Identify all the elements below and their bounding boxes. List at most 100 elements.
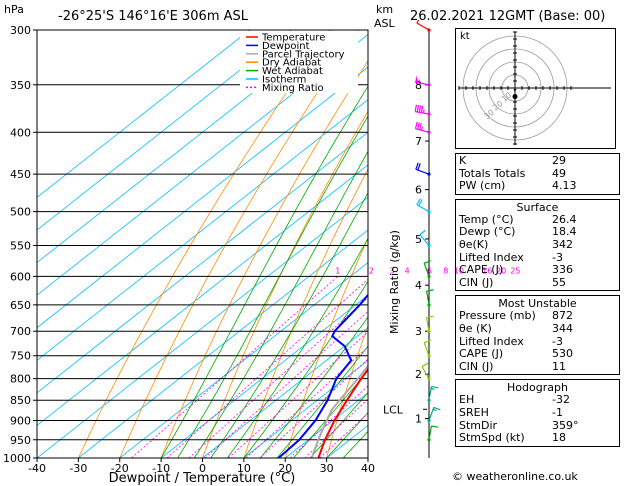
wet-adiabat [276, 345, 368, 458]
isotherm-line [37, 164, 368, 426]
km-tick-label: 3 [415, 325, 422, 338]
wind-barb-feather [419, 229, 426, 236]
datetime-title: 26.02.2021 12GMT (Base: 00) [410, 9, 605, 24]
wind-barb-half-feather [430, 387, 435, 390]
legend-label: Dry Adiabat [262, 58, 321, 69]
most-unstable-row: θe (K) 344 [459, 321, 616, 336]
wind-barb-feather [417, 163, 421, 171]
wind-barb-half-feather [422, 109, 425, 114]
wind-barb-feather [431, 385, 439, 389]
wind-barb-shaft [415, 168, 430, 175]
isotherm-line [37, 196, 368, 458]
wind-barb-shaft [425, 290, 430, 305]
surface-value: -3 [552, 250, 563, 264]
wind-barb-shaft [415, 128, 430, 133]
wet-adiabat [293, 370, 368, 458]
storm-motion-marker [512, 94, 518, 100]
mixing-ratio-line [204, 311, 368, 458]
x-tick-label: -10 [152, 462, 170, 475]
mixing-ratio-line [131, 276, 338, 458]
surface-row: θe(K) 342 [459, 238, 616, 252]
wind-barb-feather [414, 104, 418, 112]
pressure-tick-label: 650 [10, 299, 31, 312]
index-label: K [459, 154, 467, 167]
index-row: Totals Totals 49 [459, 166, 616, 181]
wind-barb [423, 260, 431, 279]
pressure-tick-label: 500 [10, 206, 31, 219]
hodograph-stat-value: -32 [552, 393, 570, 407]
wet-adiabat [260, 316, 368, 458]
surface-label: Dewp (°C) [459, 225, 516, 239]
wind-barb-dot [427, 130, 431, 134]
wind-barb-half-feather [420, 126, 424, 131]
pressure-tick-label: 750 [10, 350, 31, 363]
hodograph-table-title: Hodograph [507, 381, 568, 395]
hodograph-ticks [458, 31, 572, 145]
x-tick-label: 20 [278, 462, 292, 475]
wind-barb [419, 229, 431, 248]
hodograph-table: Hodograph EH -32 SREH -1 StmDir 359° StmSpd (k… [455, 379, 620, 447]
hodograph-unit-label: kt [460, 31, 470, 42]
wind-barb [416, 19, 431, 32]
legend-label: Mixing Ratio [262, 83, 324, 94]
x-tick-label: 0 [199, 462, 206, 475]
wet-adiabat [309, 392, 368, 458]
surface-row: Temp (°C) 26.4 [459, 213, 616, 227]
wind-barb [427, 406, 441, 423]
wind-barbs [414, 19, 441, 442]
x-axis-label: Dewpoint / Temperature (°C) [109, 471, 296, 486]
index-value: 29 [552, 154, 566, 167]
hodograph-stat-row: SREH -1 [459, 405, 616, 420]
pressure-tick-label: 350 [10, 79, 31, 92]
surface-row: Lifted Index -3 [459, 250, 616, 265]
km-tick-label: 7 [415, 135, 422, 148]
wet-adiabat [177, 115, 368, 458]
wind-barb-dot [427, 398, 431, 402]
x-tick-label: -30 [69, 462, 87, 475]
mixing-ratio-line [228, 331, 368, 458]
plot-frame [36, 29, 369, 459]
hodograph-stat-value: -1 [552, 405, 563, 419]
hodograph-stat-row: StmSpd (kt) 18 [459, 431, 616, 445]
km-tick-label: 6 [415, 184, 422, 197]
pressure-tick-label: 550 [10, 239, 31, 252]
surface-value: 55 [552, 275, 566, 289]
lcl-label: LCL [383, 403, 404, 416]
wind-barb-feather [433, 406, 441, 411]
mixing-ratio-label: 8 [443, 266, 448, 275]
hodograph-stat-value: 359° [552, 418, 579, 432]
isotherm-line [78, 229, 368, 458]
wind-barb [415, 162, 431, 176]
km-tick-label: 1 [415, 413, 422, 426]
mixing-ratio-label: 25 [510, 266, 520, 275]
isobars [37, 29, 368, 459]
wind-barb-feather [426, 289, 434, 292]
pressure-labels: 300 350 400 450 500 550 600 650 700 750 800 850 900 9… [3, 24, 37, 465]
wind-barb-shaft [423, 263, 430, 277]
wind-barb-dot [427, 112, 431, 116]
most-unstable-value: 344 [552, 321, 573, 335]
surface-value: 18.4 [552, 225, 577, 239]
km-label: km [376, 3, 393, 16]
isotherm-line [160, 294, 368, 458]
wind-barb-feather [418, 122, 422, 130]
wind-barb-feather [424, 260, 431, 264]
isotherm-line [37, 33, 368, 296]
hodograph-stat-label: EH [459, 393, 475, 407]
most-unstable-value: 11 [552, 359, 566, 373]
wind-barb-dot [427, 418, 431, 423]
most-unstable-row: Lifted Index -3 [459, 335, 616, 349]
isotherm-line [37, 131, 368, 394]
x-tick-label: 40 [361, 462, 375, 475]
wind-barb [423, 339, 431, 358]
parcel-trajectory-line [310, 364, 368, 458]
index-label: Totals Totals [459, 166, 526, 180]
most-unstable-label: θe (K) [459, 321, 492, 335]
wind-barb-dot [427, 83, 431, 87]
index-value: 49 [552, 166, 566, 180]
wind-barb [425, 315, 434, 333]
index-label: PW (cm) [459, 179, 506, 193]
asl-label: ASL [374, 17, 396, 30]
wind-barb-half-feather [418, 79, 420, 84]
dewpoint-line [277, 293, 368, 458]
